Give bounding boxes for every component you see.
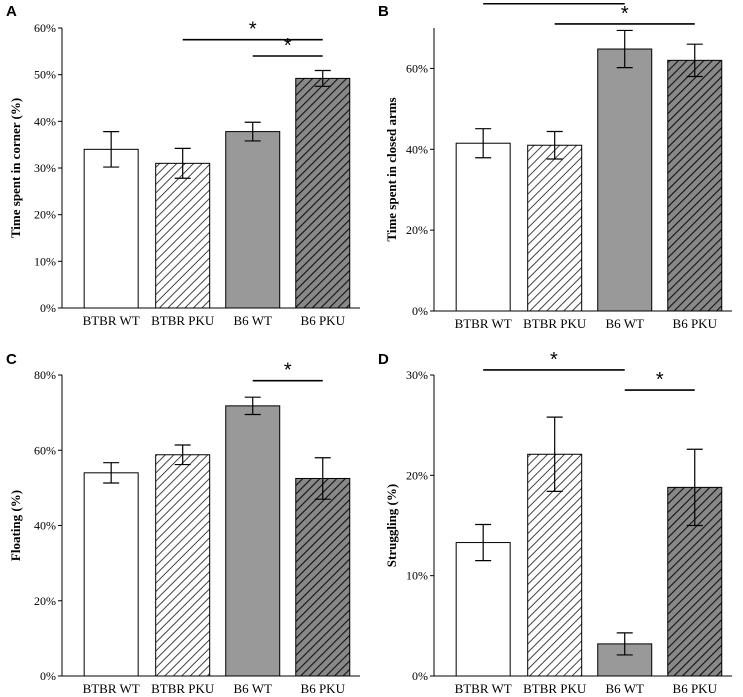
x-tick-label: B6 PKU [673, 316, 718, 331]
bar-btbr-wt [455, 142, 511, 312]
bar-b6-wt [225, 131, 281, 309]
significance-star: * [550, 0, 558, 5]
x-tick-label: B6 PKU [301, 313, 346, 328]
bar-btbr-pku [527, 144, 583, 312]
y-axis-label: Time spent in closed arms [384, 97, 399, 241]
significance-star: * [656, 369, 664, 391]
y-tick-label: 50% [34, 68, 56, 82]
y-tick-label: 80% [34, 368, 56, 382]
significance-star: * [284, 35, 292, 57]
x-tick-label: B6 PKU [301, 681, 346, 696]
x-tick-label: B6 WT [606, 681, 644, 696]
x-tick-label: B6 WT [234, 313, 272, 328]
y-tick-label: 60% [34, 443, 56, 457]
significance-star: * [621, 3, 629, 25]
bar-b6-wt [597, 48, 653, 312]
x-tick-label: BTBR PKU [151, 681, 215, 696]
y-tick-label: 20% [406, 223, 428, 237]
y-axis-label: Time spent in corner (%) [8, 98, 23, 238]
bar-b6-pku [667, 59, 723, 312]
y-tick-label: 0% [40, 669, 56, 683]
y-tick-label: 40% [34, 519, 56, 533]
significance-star: * [550, 349, 558, 371]
y-tick-label: 0% [412, 304, 428, 318]
y-tick-label: 0% [412, 669, 428, 683]
panel-letter: D [378, 351, 389, 368]
bar-btbr-wt [455, 542, 511, 677]
bar-btbr-wt [83, 472, 139, 677]
y-tick-label: 20% [34, 594, 56, 608]
y-tick-label: 30% [406, 368, 428, 382]
panel-c: C Floating (%) 0% 20% 40% 60% 80% BTBR WT BTBR P… [6, 351, 360, 696]
panel-d: D Struggling (%) 0% 10% 20% 30% BTBR WT BTBR PK… [378, 349, 732, 696]
x-tick-label: B6 WT [606, 316, 644, 331]
y-tick-label: 60% [406, 61, 428, 75]
bar-btbr-pku [155, 162, 211, 309]
y-tick-label: 40% [34, 114, 56, 128]
bar-btbr-wt [83, 148, 139, 309]
x-tick-label: BTBR WT [83, 313, 140, 328]
x-tick-label: BTBR WT [83, 681, 140, 696]
y-tick-label: 30% [34, 161, 56, 175]
significance-star: * [284, 360, 292, 382]
y-tick-label: 20% [34, 208, 56, 222]
y-tick-label: 20% [406, 468, 428, 482]
x-tick-label: BTBR PKU [523, 316, 587, 331]
panel-letter: B [378, 3, 389, 20]
y-tick-label: 40% [406, 142, 428, 156]
y-tick-label: 60% [34, 21, 56, 35]
x-tick-label: B6 WT [234, 681, 272, 696]
bar-btbr-pku [155, 454, 211, 677]
y-axis-label: Floating (%) [8, 490, 23, 561]
x-tick-label: BTBR PKU [523, 681, 587, 696]
x-tick-label: BTBR PKU [151, 313, 215, 328]
x-tick-label: B6 PKU [673, 681, 718, 696]
panel-letter: A [6, 3, 17, 20]
bar-b6-pku [295, 477, 351, 677]
y-tick-label: 0% [40, 301, 56, 315]
y-tick-label: 10% [406, 569, 428, 583]
significance-star: * [249, 19, 257, 41]
bar-b6-wt [225, 405, 281, 677]
x-tick-label: BTBR WT [455, 681, 512, 696]
y-tick-label: 10% [34, 254, 56, 268]
panel-letter: C [6, 351, 17, 368]
y-axis-label: Struggling (%) [384, 484, 399, 567]
x-tick-label: BTBR WT [455, 316, 512, 331]
bar-b6-pku [295, 77, 351, 309]
panel-b: B Time spent in closed arms 0% 20% 40% 60% BTB… [378, 0, 732, 331]
panel-a: A Time spent in corner (%) 0% 10% 20% 30% 40% 5… [6, 3, 360, 328]
